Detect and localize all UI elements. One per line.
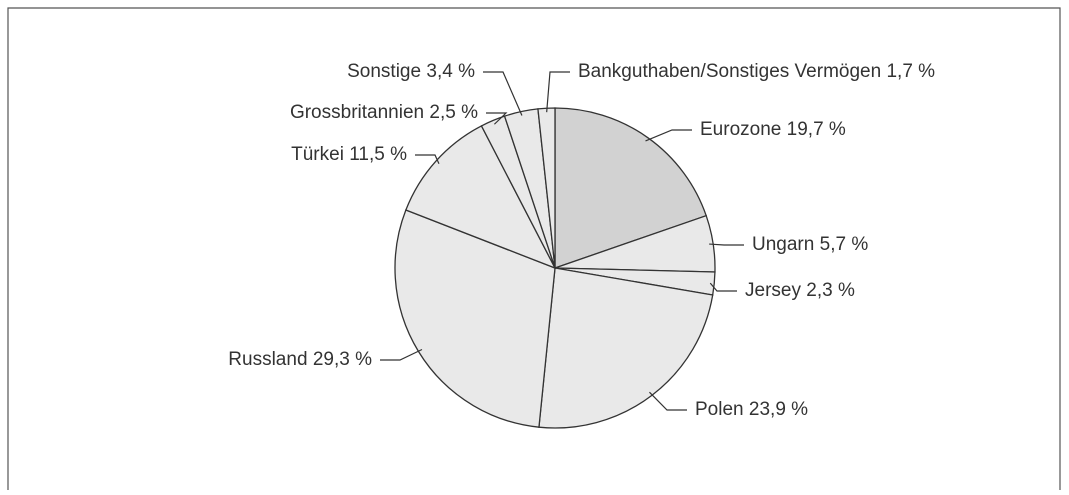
leader-line — [709, 282, 737, 292]
slice-label: Jersey 2,3 % — [745, 280, 855, 301]
slice-value: 19,7 % — [787, 119, 846, 140]
slice-value: 11,5 % — [349, 144, 407, 165]
slice-label: Russland 29,3 % — [228, 349, 372, 370]
slice-label: Bankguthaben/Sonstiges Vermögen 1,7 % — [578, 61, 935, 82]
slice-value: 2,5 % — [429, 102, 478, 123]
slice-category: Ungarn — [752, 234, 814, 255]
leader-line — [546, 71, 570, 113]
leader-line — [415, 154, 440, 164]
slice-label: Grossbritannien 2,5 % — [290, 102, 478, 123]
slice-label: Ungarn 5,7 % — [752, 234, 868, 255]
slice-category: Bankguthaben/Sonstiges Vermögen — [578, 61, 881, 82]
pie-slice — [538, 267, 714, 429]
leader-line — [486, 112, 508, 125]
slice-label: Sonstige 3,4 % — [347, 61, 475, 82]
slice-value: 29,3 % — [313, 349, 372, 370]
leader-line — [380, 348, 423, 361]
slice-label: Polen 23,9 % — [695, 399, 808, 420]
pie-slice — [405, 125, 557, 270]
leader-line — [483, 71, 523, 116]
slice-category: Polen — [695, 399, 744, 420]
slice-category: Türkei — [291, 144, 344, 165]
slice-value: 3,4 % — [426, 61, 475, 82]
slice-value: 1,7 % — [886, 61, 935, 82]
pie-slice — [554, 107, 708, 269]
slice-category: Sonstige — [347, 61, 421, 82]
slice-label: Türkei 11,5 % — [291, 144, 407, 165]
leader-line — [709, 243, 744, 246]
slice-label: Eurozone 19,7 % — [700, 119, 846, 140]
leader-line — [649, 391, 687, 411]
slice-value: 2,3 % — [806, 280, 855, 301]
slice-category: Eurozone — [700, 119, 781, 140]
slice-value: 23,9 % — [749, 399, 808, 420]
slice-category: Grossbritannien — [290, 102, 424, 123]
slice-category: Jersey — [745, 280, 801, 301]
leader-line — [645, 129, 692, 142]
slice-category: Russland — [228, 349, 307, 370]
frame — [7, 7, 1061, 490]
slice-value: 5,7 % — [820, 234, 869, 255]
